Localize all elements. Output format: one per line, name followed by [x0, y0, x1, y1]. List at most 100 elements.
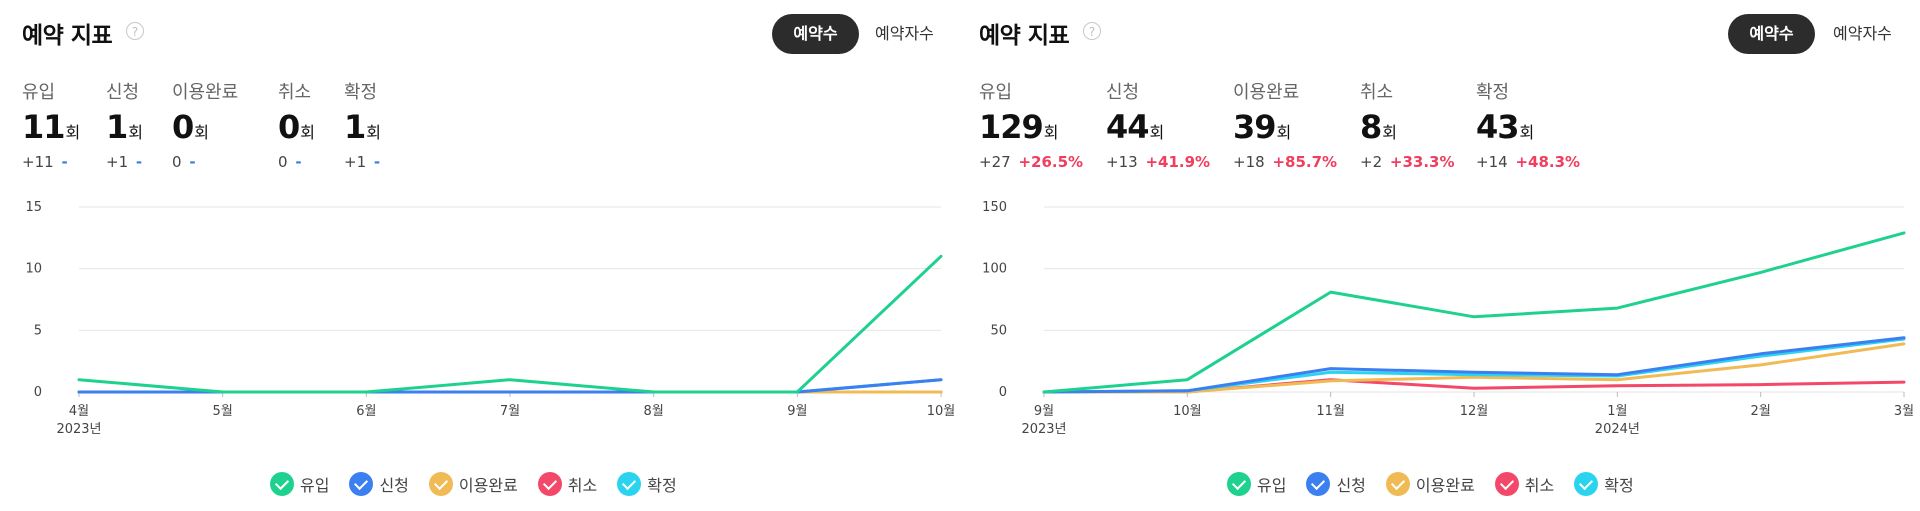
legend-item-inflow[interactable]: 유입: [1227, 472, 1286, 496]
chart-legend: 유입 신청 이용완료 취소 확정: [1227, 472, 1634, 496]
y-tick-label: 100: [982, 262, 1007, 277]
x-tick-label: 9월: [1034, 404, 1054, 419]
legend-label: 확정: [1604, 476, 1634, 495]
check-circle-icon: [1306, 472, 1331, 496]
metric-change-abs: +14: [1476, 153, 1508, 171]
metric-change-rel: +41.9%: [1145, 153, 1211, 171]
x-tick-label: 5월: [213, 404, 233, 419]
metric-change-rel: -: [373, 153, 381, 171]
y-tick-label: 150: [982, 200, 1007, 215]
check-circle-icon: [537, 472, 562, 496]
metric-completed: 이용완료 39회 +18 +85.7%: [1233, 78, 1337, 171]
metric-label: 유입: [979, 82, 1013, 103]
line-chart: 0 50 100 150 9월 2023년 10월 11월 12월 1월 2024년 2월 3월: [982, 200, 1914, 437]
legend-item-cancel[interactable]: 취소: [1494, 472, 1555, 496]
metric-unit: 회: [1149, 123, 1165, 142]
metric-apply: 신청 44회 +13 +41.9%: [1106, 78, 1210, 171]
metric-unit: 회: [128, 123, 143, 142]
legend-item-confirmed[interactable]: 확정: [1574, 472, 1634, 496]
check-circle-icon: [1385, 472, 1410, 496]
metric-label: 취소: [278, 82, 312, 103]
y-tick-label: 0: [999, 385, 1007, 400]
panel-title: 예약 지표: [979, 23, 1070, 49]
legend-item-completed[interactable]: 이용완료: [428, 472, 518, 496]
legend-item-completed[interactable]: 이용완료: [1385, 472, 1475, 496]
x-year-label: 2024년: [1595, 422, 1640, 437]
metric-label: 확정: [1476, 82, 1510, 103]
metric-label: 이용완료: [1233, 82, 1300, 103]
metric-value: 0: [172, 108, 194, 146]
legend-label: 취소: [567, 476, 598, 495]
toggle-reservation-count[interactable]: 예약수: [772, 14, 859, 54]
metric-change-rel: +85.7%: [1272, 153, 1338, 171]
x-tick-label: 2월: [1751, 404, 1771, 419]
metric-change-rel: +48.3%: [1515, 153, 1581, 171]
legend-item-inflow[interactable]: 유입: [270, 472, 329, 496]
help-icon[interactable]: ?: [126, 22, 144, 40]
x-tick-label: 7월: [500, 404, 520, 419]
metric-completed: 이용완료 0회 0 -: [172, 78, 239, 171]
toggle-reserver-count[interactable]: 예약자수: [875, 24, 934, 43]
check-circle-icon: [270, 472, 294, 496]
toggle-reserver-count[interactable]: 예약자수: [1833, 24, 1892, 43]
metric-value: 1: [344, 108, 366, 146]
x-tick-label: 6월: [356, 404, 376, 419]
legend-label: 이용완료: [1415, 476, 1475, 495]
metric-label: 확정: [344, 82, 378, 103]
metric-unit: 회: [65, 123, 81, 142]
legend-item-apply[interactable]: 신청: [1306, 472, 1366, 496]
reservation-metrics-panel-left: 예약 지표 ? 예약수 예약자수 유입 11회 +11 - 신청 1회 +1 -…: [22, 0, 955, 511]
x-tick-label: 9월: [787, 404, 807, 419]
y-tick-label: 5: [34, 323, 42, 338]
check-circle-icon: [349, 472, 374, 496]
metric-cancel: 취소 8회 +2 +33.3%: [1360, 78, 1455, 171]
metric-value: 11: [22, 108, 66, 146]
x-tick-label: 4월: [69, 404, 89, 419]
metric-change-abs: +27: [979, 153, 1011, 171]
metric-unit: 회: [1043, 123, 1059, 142]
check-circle-icon: [1574, 472, 1599, 496]
chart-legend: 유입 신청 이용완료 취소 확정: [270, 472, 677, 496]
metric-change-abs: +11: [22, 153, 54, 171]
x-tick-label: 10월: [927, 404, 956, 419]
metric-label: 취소: [1360, 82, 1394, 103]
x-tick-label: 10월: [1173, 404, 1202, 419]
metric-confirmed: 확정 43회 +14 +48.3%: [1476, 78, 1580, 171]
metric-cancel: 취소 0회 0 -: [278, 78, 315, 171]
x-year-label: 2023년: [56, 422, 101, 437]
x-tick-label: 1월: [1607, 404, 1627, 419]
legend-item-confirmed[interactable]: 확정: [617, 472, 677, 496]
legend-label: 신청: [1336, 476, 1366, 495]
metric-value: 129: [979, 108, 1044, 146]
metric-change-abs: +1: [106, 153, 129, 171]
legend-item-apply[interactable]: 신청: [349, 472, 409, 496]
line-chart: 0 5 10 15 4월 2023년 5월 6월 7월 8월 9월 10월: [25, 200, 955, 437]
metric-change-abs: +13: [1106, 153, 1138, 171]
metric-change-rel: -: [295, 153, 302, 171]
y-tick-label: 15: [25, 200, 42, 215]
x-tick-label: 3월: [1894, 404, 1914, 419]
metric-unit: 회: [1519, 123, 1535, 142]
metric-change-rel: +33.3%: [1389, 153, 1455, 171]
legend-label: 취소: [1524, 476, 1555, 495]
legend-item-cancel[interactable]: 취소: [537, 472, 598, 496]
metric-confirmed: 확정 1회 +1 -: [344, 78, 381, 171]
metric-change-rel: -: [135, 153, 143, 171]
metric-unit: 회: [1382, 123, 1397, 142]
help-icon[interactable]: ?: [1083, 22, 1101, 40]
metric-unit: 회: [1276, 123, 1292, 142]
metric-value: 44: [1106, 108, 1150, 146]
x-tick-label: 8월: [644, 404, 664, 419]
metric-value: 43: [1476, 108, 1520, 146]
metric-unit: 회: [194, 123, 209, 142]
legend-label: 유입: [300, 476, 330, 495]
metric-change-abs: +18: [1233, 153, 1265, 171]
metric-change-rel: +26.5%: [1018, 153, 1084, 171]
legend-label: 확정: [647, 476, 677, 495]
metric-value: 1: [106, 108, 128, 146]
metric-label: 이용완료: [172, 82, 239, 103]
toggle-reservation-count[interactable]: 예약수: [1728, 14, 1815, 54]
check-circle-icon: [1227, 472, 1251, 496]
y-tick-label: 0: [34, 385, 42, 400]
reservation-metrics-panel-right: 예약 지표 ? 예약수 예약자수 유입 129회 +27 +26.5% 신청 4…: [979, 0, 1914, 511]
